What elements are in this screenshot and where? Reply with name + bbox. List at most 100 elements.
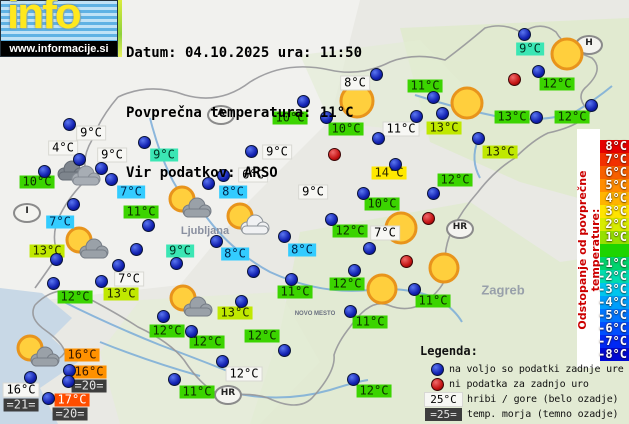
scale-band: -1°C xyxy=(598,257,629,270)
scale-band-label: -8°C xyxy=(598,347,627,361)
scale-band: 1°C xyxy=(600,231,629,244)
station-dot-available xyxy=(371,131,385,145)
station-temp-label: 10°C xyxy=(272,111,308,125)
station-dot-available xyxy=(215,354,229,368)
station-temp-label: 16°C xyxy=(3,383,39,397)
legend-mountain-text: hribi / gore (belo ozadje) xyxy=(467,393,619,405)
station-dot-available xyxy=(216,168,230,182)
station-dot-available xyxy=(346,372,360,386)
station-dot-available xyxy=(435,106,449,120)
country-sign-a: A xyxy=(207,105,235,125)
station-temp-label: 8°C xyxy=(219,185,247,199)
country-sign-hr: HR xyxy=(446,219,474,239)
station-temp-label: 12°C xyxy=(554,110,590,124)
station-dot-available xyxy=(62,117,76,131)
station-dot-available xyxy=(471,131,485,145)
station-dot-available xyxy=(347,263,361,277)
station-temp-label: 13°C xyxy=(482,145,518,159)
station-temp-label: =21= xyxy=(3,398,39,412)
station-temp-label: 10°C xyxy=(19,175,55,189)
station-dot-available xyxy=(296,94,310,108)
station-temp-label: 12°C xyxy=(226,367,262,381)
station-dot-available xyxy=(517,27,531,41)
station-temp-label: 13°C xyxy=(494,110,530,124)
station-dot-available xyxy=(584,98,598,112)
scale-band-label: -7°C xyxy=(598,334,627,348)
station-temp-label: 11°C xyxy=(179,385,215,399)
station-dot-available xyxy=(23,370,37,384)
station-dot-available xyxy=(324,212,338,226)
station-temp-label: 9°C xyxy=(166,244,194,258)
sun-icon xyxy=(426,250,462,290)
scale-band-label: -4°C xyxy=(598,295,627,309)
station-dot-available xyxy=(129,242,143,256)
station-temp-label: 11°C xyxy=(383,122,419,136)
station-dot-available xyxy=(277,229,291,243)
station-temp-label: 12°C xyxy=(332,224,368,238)
station-temp-label: 7°C xyxy=(115,272,143,286)
station-dot-available xyxy=(234,294,248,308)
station-temp-label: 8°C xyxy=(288,243,316,257)
station-temp-label: 11°C xyxy=(352,315,388,329)
station-dot-available xyxy=(41,391,55,405)
station-temp-label: 9°C xyxy=(77,126,105,140)
legend-row-mountain: 25°C hribi / gore (belo ozadje) xyxy=(420,392,629,406)
station-dot-available xyxy=(284,272,298,286)
deviation-scale: Odstopanje od povprečne temperature: xyxy=(576,129,602,368)
legend-row-sea: =25= temp. morja (temno ozadje) xyxy=(420,407,629,421)
station-temp-label: 7°C xyxy=(46,215,74,229)
station-dot-available xyxy=(529,110,543,124)
station-temp-label: 12°C xyxy=(149,324,185,338)
station-temp-label: 9°C xyxy=(299,185,327,199)
station-dot-available xyxy=(169,256,183,270)
scale-band-label: 4°C xyxy=(605,191,627,205)
scale-band: -3°C xyxy=(598,283,629,296)
station-dot-missing xyxy=(421,211,435,225)
map-city-label: NOVO MESTO xyxy=(294,311,336,317)
sun-cloud-icon xyxy=(166,185,214,227)
scale-band: 3°C xyxy=(600,205,629,218)
mountain-sample-box: 25°C xyxy=(425,392,462,406)
station-temp-label: 12°C xyxy=(437,173,473,187)
station-dot-available xyxy=(104,172,118,186)
station-dot-available xyxy=(37,164,51,178)
station-dot-available xyxy=(244,144,258,158)
station-dot-available xyxy=(72,152,86,166)
scale-band: -8°C xyxy=(598,347,629,361)
station-dot-available xyxy=(94,274,108,288)
station-dot-available xyxy=(426,186,440,200)
station-temp-label: 11°C xyxy=(415,294,451,308)
header-info: Datum: 04.10.2025 ura: 11:50 Povprečna t… xyxy=(126,3,362,223)
station-temp-label: 14°C xyxy=(371,166,407,180)
station-temp-label: 11°C xyxy=(277,285,313,299)
station-temp-label: 8°C xyxy=(341,76,369,90)
station-temp-label: 13°C xyxy=(103,287,139,301)
logo-edge-strip xyxy=(118,0,122,57)
station-dot-available xyxy=(343,304,357,318)
scale-band: 6°C xyxy=(600,166,629,179)
map-city-label: Zagreb xyxy=(481,282,525,298)
station-dot-available xyxy=(246,264,260,278)
scale-band xyxy=(600,244,629,257)
station-temp-label: 13°C xyxy=(217,306,253,320)
station-temp-label: =20= xyxy=(71,379,107,393)
station-dot-available xyxy=(94,161,108,175)
sun-cloud-icon xyxy=(14,334,62,376)
scale-band-label: 7°C xyxy=(605,152,627,166)
station-dot-available xyxy=(66,197,80,211)
station-temp-label: 12°C xyxy=(244,329,280,343)
logo-url-link[interactable]: www.informacije.si xyxy=(9,43,109,55)
station-dot-available xyxy=(209,234,223,248)
station-dot-available xyxy=(388,157,402,171)
station-temp-label: 7°C xyxy=(371,226,399,240)
station-dot-available xyxy=(156,309,170,323)
station-temp-label: 9°C xyxy=(263,145,291,159)
site-logo[interactable]: info www.informacije.si xyxy=(0,0,118,57)
station-dot-available xyxy=(277,343,291,357)
station-temp-label: 12°C xyxy=(329,277,365,291)
legend-row-available: na voljo so podatki zadnje ure xyxy=(420,362,629,376)
sun-icon xyxy=(548,35,586,77)
legend-title: Legenda: xyxy=(420,344,478,358)
